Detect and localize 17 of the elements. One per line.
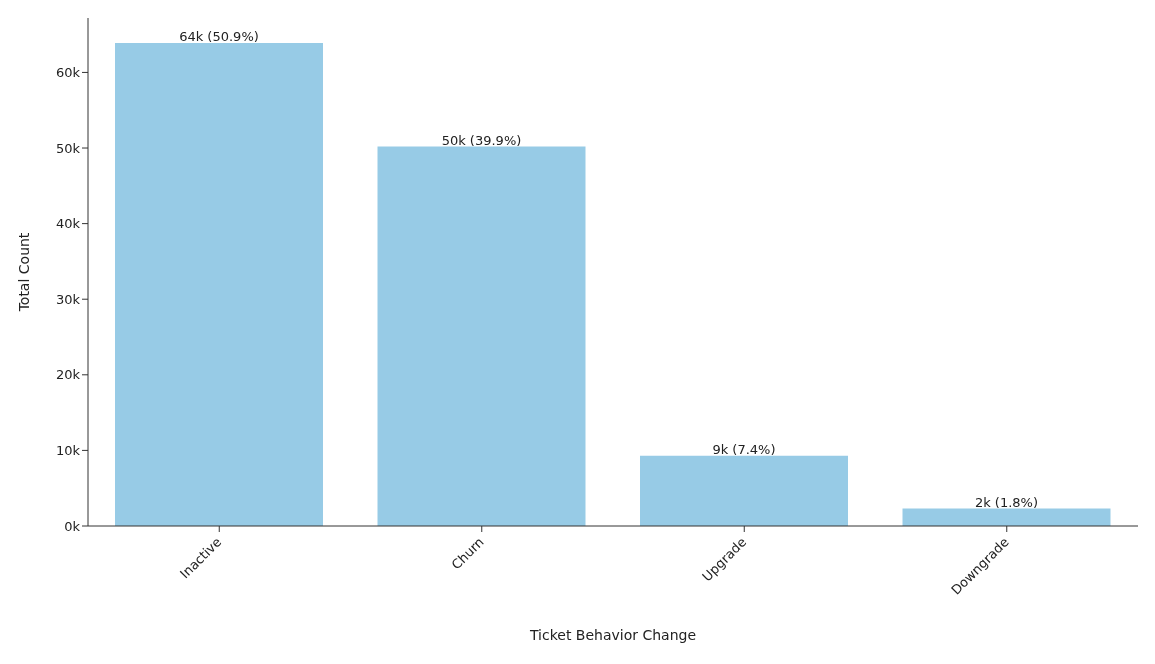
y-tick-label: 30k [55, 291, 81, 307]
y-tick-label: 10k [55, 443, 81, 459]
bar [640, 455, 848, 526]
y-axis-title: Total Count [15, 232, 32, 313]
y-tick-label: 50k [55, 140, 81, 156]
bar [115, 42, 323, 526]
bar [377, 146, 586, 526]
x-axis-title: Ticket Behavior Change [528, 627, 697, 643]
y-tick-label: 0k [64, 518, 81, 534]
data-label: 64k (50.9%) [179, 28, 259, 44]
bar [902, 508, 1111, 526]
data-label: 2k (1.8%) [974, 494, 1039, 510]
y-tick-label: 40k [55, 216, 81, 232]
data-label: 9k (7.4%) [712, 441, 776, 457]
y-tick-label: 60k [55, 65, 81, 81]
data-label: 50k (39.9%) [441, 132, 522, 148]
y-tick-label: 20k [55, 367, 81, 383]
